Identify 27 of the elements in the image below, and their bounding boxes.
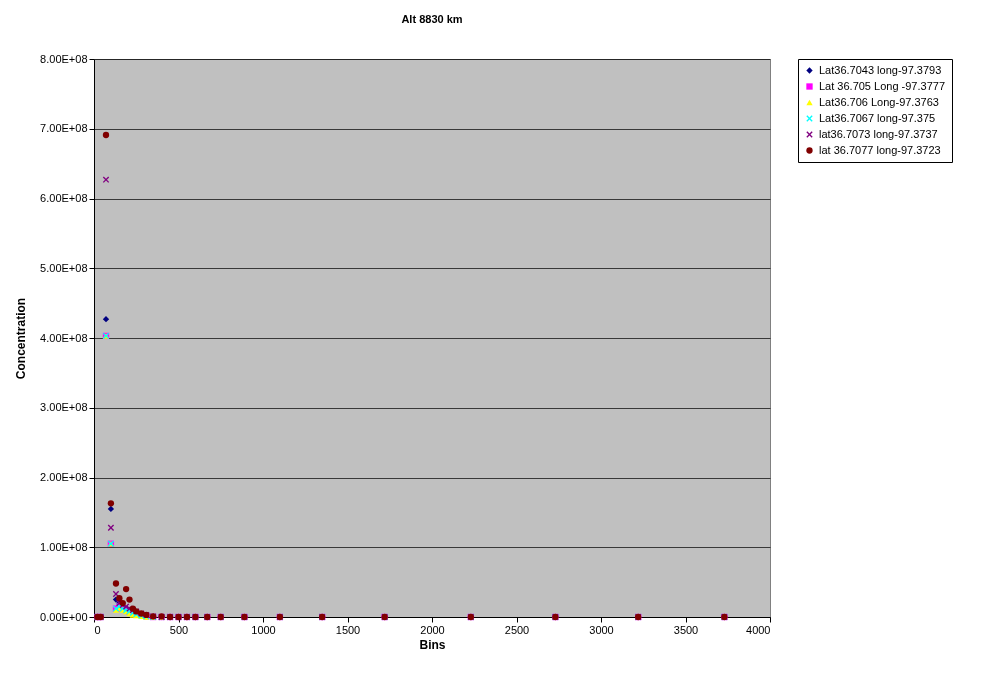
x-tick-label: 2500 (504, 623, 530, 636)
y-tick-label: 2.00E+08 (40, 471, 88, 483)
legend-label: Lat36.7043 long-97.3793 (819, 63, 942, 76)
x-tick-label: 1000 (251, 623, 276, 636)
y-tick-label: 3.00E+08 (40, 401, 88, 414)
x-tick-label: 3000 (589, 623, 614, 636)
x-tick-label: 3500 (673, 623, 699, 636)
x-tick-label: 4000 (746, 623, 771, 636)
x-tick-label: 1500 (335, 623, 361, 636)
x-tick-label: 500 (169, 623, 189, 636)
x-axis-title: Bins (419, 637, 446, 652)
legend-label: Lat36.7067 long-97.375 (819, 111, 936, 124)
y-tick-label: 7.00E+08 (40, 122, 88, 135)
x-tick-label: 0 (94, 623, 101, 636)
y-tick-label: 0.00E+00 (40, 610, 88, 623)
legend-label: Lat36.706 Long-97.3763 (819, 95, 939, 108)
chart-title: Alt 8830 km (401, 13, 463, 25)
y-tick-label: 6.00E+08 (40, 192, 88, 204)
y-axis-title: Concentration (14, 297, 29, 380)
x-tick-label: 2000 (420, 623, 445, 636)
y-tick-label: 5.00E+08 (40, 261, 88, 274)
y-tick-label: 1.00E+08 (40, 540, 88, 553)
legend-label: lat36.7073 long-97.3737 (819, 127, 938, 140)
legend-label: lat 36.7077 long-97.3723 (819, 143, 941, 156)
legend-label: Lat 36.705 Long -97.3777 (819, 79, 946, 92)
y-tick-label: 4.00E+08 (40, 331, 88, 344)
y-tick-label: 8.00E+08 (40, 52, 88, 65)
